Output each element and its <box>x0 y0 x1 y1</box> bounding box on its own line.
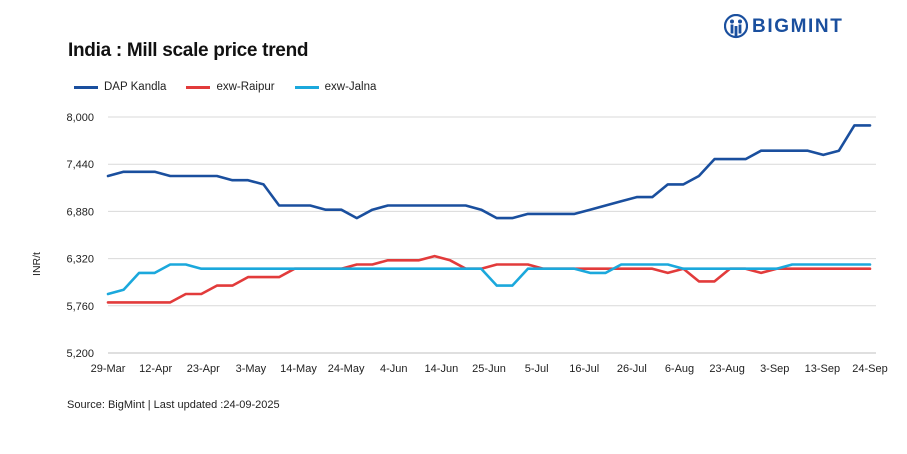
legend-swatch-exw-raipur <box>186 85 211 89</box>
x-tick-label: 13-Sep <box>805 363 840 375</box>
x-tick-label: 26-Jul <box>617 363 647 375</box>
legend-label-exw-raipur: exw-Raipur <box>216 81 275 93</box>
legend-item-exw-raipur: exw-Raipur <box>186 81 275 93</box>
x-tick-label: 16-Jul <box>569 363 599 375</box>
brand-logo: BIGMINT <box>724 14 843 40</box>
legend-swatch-exw-jalna <box>294 85 319 89</box>
y-axis-ticks: 8,000 7,440 6,880 6,320 5,760 5,200 <box>66 112 94 360</box>
source-note: Source: BigMint | Last updated :24-09-20… <box>67 399 280 411</box>
y-tick-label: 5,760 <box>66 301 94 313</box>
legend-label-dap-kandla: DAP Kandla <box>104 81 167 93</box>
x-tick-label: 23-Apr <box>187 363 220 375</box>
x-tick-label: 23-Aug <box>709 363 744 375</box>
x-tick-label: 3-May <box>236 363 267 375</box>
x-axis-ticks: 29-Mar 12-Apr 23-Apr 3-May 14-May 24-May 4-Jun… <box>91 363 888 375</box>
brand-name: BIGMINT <box>752 16 844 37</box>
chart-title: India : Mill scale price trend <box>68 40 309 61</box>
x-tick-label: 12-Apr <box>139 363 172 375</box>
x-tick-label: 3-Sep <box>760 363 789 375</box>
x-tick-label: 24-May <box>328 363 365 375</box>
bigmint-logo-icon <box>724 14 748 39</box>
legend-label-exw-jalna: exw-Jalna <box>324 81 377 93</box>
x-tick-label: 14-Jun <box>425 363 459 375</box>
x-tick-label: 25-Jun <box>472 363 506 375</box>
legend-item-dap-kandla: DAP Kandla <box>74 81 166 93</box>
y-tick-label: 5,200 <box>66 348 94 360</box>
grid-lines <box>108 116 876 354</box>
legend-swatch-dap-kandla <box>74 85 98 89</box>
series-line-dap-kandla <box>106 124 872 220</box>
x-tick-label: 5-Jul <box>525 363 549 375</box>
x-tick-label: 6-Aug <box>665 363 694 375</box>
legend-item-exw-jalna: exw-Jalna <box>294 81 377 93</box>
y-tick-label: 6,320 <box>66 254 94 266</box>
y-tick-label: 6,880 <box>66 206 94 218</box>
chart-legend: DAP Kandla exw-Raipur exw-Jalna <box>74 81 396 93</box>
x-tick-label: 29-Mar <box>91 363 126 375</box>
series-lines <box>106 124 872 304</box>
x-tick-label: 14-May <box>280 363 317 375</box>
series-line-exw-jalna <box>106 263 872 296</box>
x-tick-label: 4-Jun <box>380 363 408 375</box>
series-line-exw-raipur <box>106 254 872 304</box>
y-tick-label: 7,440 <box>66 159 94 171</box>
x-tick-label: 24-Sep <box>852 363 887 375</box>
y-tick-label: 8,000 <box>66 112 94 124</box>
